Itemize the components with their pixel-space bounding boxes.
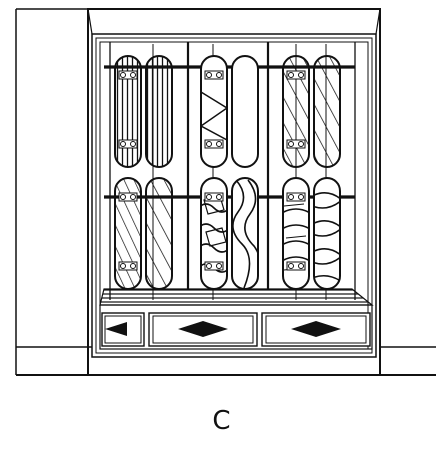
truck-icon — [118, 192, 138, 271]
skateboard — [145, 177, 173, 290]
truck-icon — [286, 192, 306, 271]
skateboard — [114, 55, 142, 168]
graphic-geometric — [201, 91, 227, 141]
left-right-arrow-icon — [178, 321, 228, 337]
truck-icon — [204, 70, 224, 149]
skateboard — [114, 177, 142, 290]
left-right-arrow-icon — [291, 321, 341, 337]
skateboard — [231, 177, 259, 290]
skateboard — [282, 55, 310, 168]
cabinet-floor — [99, 288, 374, 350]
truck-icon — [286, 70, 306, 149]
left-right-arrow-icon — [105, 322, 127, 336]
skateboard — [231, 55, 259, 168]
truck-icon — [118, 70, 138, 149]
drawer-panel — [261, 312, 371, 347]
skateboard — [282, 177, 310, 290]
graphic-wavy — [232, 179, 258, 289]
drawer-panel — [101, 312, 145, 347]
skateboard — [313, 55, 341, 168]
skateboard — [200, 55, 228, 168]
truck-icon — [204, 192, 224, 271]
cabinet-frame — [87, 8, 381, 376]
skateboard — [200, 177, 228, 290]
skateboard — [313, 177, 341, 290]
skateboard — [145, 55, 173, 168]
figure-label: C — [212, 406, 231, 436]
drawer-panel — [148, 312, 258, 347]
